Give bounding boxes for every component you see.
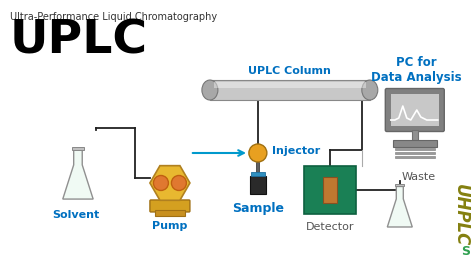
Polygon shape xyxy=(64,180,92,198)
Bar xyxy=(251,172,265,176)
Bar xyxy=(72,147,83,150)
Text: Waste: Waste xyxy=(402,172,436,182)
Bar xyxy=(256,162,259,172)
Bar xyxy=(393,140,437,147)
Bar xyxy=(250,176,266,194)
Text: Ultra-Performance Liquid Chromatography: Ultra-Performance Liquid Chromatography xyxy=(10,12,217,22)
Text: Detector: Detector xyxy=(306,222,354,232)
Text: UPLC: UPLC xyxy=(10,18,148,63)
Circle shape xyxy=(172,175,186,191)
Bar xyxy=(210,80,370,100)
Text: Solvent: Solvent xyxy=(52,210,100,220)
Polygon shape xyxy=(63,150,93,199)
Text: PC for
Data Analysis: PC for Data Analysis xyxy=(372,56,462,84)
Bar xyxy=(395,148,435,150)
Polygon shape xyxy=(387,186,412,227)
Polygon shape xyxy=(150,166,190,200)
Ellipse shape xyxy=(362,80,378,100)
Bar xyxy=(395,184,404,186)
Bar xyxy=(214,82,366,88)
Text: S: S xyxy=(461,246,470,258)
Ellipse shape xyxy=(202,80,218,100)
Text: Injector: Injector xyxy=(272,146,320,156)
Circle shape xyxy=(154,175,168,191)
Bar xyxy=(155,210,185,216)
Bar xyxy=(391,94,439,126)
Text: Sample: Sample xyxy=(232,202,284,215)
Polygon shape xyxy=(388,211,411,226)
Bar xyxy=(395,156,435,158)
Bar xyxy=(412,130,418,142)
Text: UPLC Column: UPLC Column xyxy=(248,66,331,76)
Bar xyxy=(395,152,435,155)
Bar xyxy=(304,166,356,214)
Text: UHPLC: UHPLC xyxy=(452,184,470,246)
Text: Pump: Pump xyxy=(152,221,188,231)
FancyBboxPatch shape xyxy=(150,200,190,212)
FancyBboxPatch shape xyxy=(385,88,444,131)
Circle shape xyxy=(249,144,267,162)
Bar xyxy=(323,177,337,203)
